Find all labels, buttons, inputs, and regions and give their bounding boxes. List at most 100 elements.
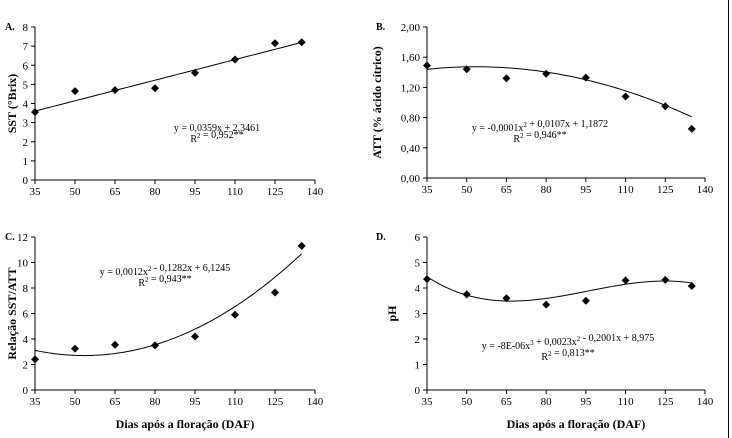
data-point bbox=[621, 276, 630, 285]
x-tick-label: 65 bbox=[501, 184, 513, 196]
x-tick-label: 125 bbox=[267, 186, 284, 198]
x-tick-label: 50 bbox=[70, 396, 82, 408]
panel-label: B. bbox=[376, 22, 386, 33]
figure-right-border bbox=[728, 0, 729, 438]
data-point bbox=[191, 332, 199, 341]
data-point bbox=[271, 288, 279, 297]
regression-equation: y = -8E-06x3 + 0,0023x2 - 0,2001x + 8,97… bbox=[482, 333, 655, 352]
data-point bbox=[502, 74, 511, 83]
x-tick-label: 95 bbox=[190, 186, 202, 198]
y-tick-label: 1 bbox=[23, 156, 29, 168]
y-tick-label: 5 bbox=[23, 79, 29, 91]
x-tick-label: 110 bbox=[227, 396, 244, 408]
y-tick-label: 1,20 bbox=[401, 82, 421, 94]
y-tick-label: 1,60 bbox=[401, 52, 421, 64]
x-tick-label: 140 bbox=[307, 186, 324, 198]
chart-panel-4: 35 50 65 80 95 110 125 140 0 1 2 3 4 5 6 pH D. Dias após … bbox=[376, 232, 714, 431]
x-tick-label: 65 bbox=[110, 396, 122, 408]
y-tick-label: 7 bbox=[23, 41, 29, 53]
data-point bbox=[271, 39, 279, 48]
data-point bbox=[581, 296, 590, 305]
y-tick-label: 10 bbox=[17, 258, 29, 270]
x-tick-label: 140 bbox=[697, 396, 714, 408]
y-tick-label: 0 bbox=[415, 385, 421, 397]
y-tick-label: 0,80 bbox=[401, 113, 421, 125]
x-tick-label: 110 bbox=[227, 186, 244, 198]
data-point bbox=[661, 275, 670, 284]
y-tick-label: 6 bbox=[415, 232, 421, 244]
y-tick-label: 8 bbox=[23, 283, 29, 295]
x-tick-label: 35 bbox=[422, 184, 434, 196]
data-point bbox=[542, 300, 551, 309]
y-axis-title: pH bbox=[385, 305, 399, 322]
y-tick-label: 2,00 bbox=[401, 22, 421, 34]
r-squared: R2 = 0,943** bbox=[138, 274, 191, 289]
chart-panel-3: 35 50 65 80 95 110 125 140 0 2 4 6 8 10 12 Relação SST/… bbox=[5, 232, 324, 431]
data-point bbox=[462, 65, 471, 74]
trend-line bbox=[426, 66, 692, 118]
data-point bbox=[297, 38, 306, 47]
panel-label: C. bbox=[5, 232, 15, 243]
x-tick-label: 35 bbox=[30, 396, 42, 408]
x-tick-label: 80 bbox=[541, 184, 553, 196]
y-tick-label: 0,40 bbox=[401, 143, 421, 155]
chart-panel-1: 35 50 65 80 95 110 125 140 0 1 2 3 4 5 6 7 8 SST (°Brix) A… bbox=[5, 22, 324, 198]
r-squared: R2 = 0,952** bbox=[190, 130, 243, 145]
y-tick-label: 5 bbox=[415, 258, 421, 270]
x-axis-title: Dias após a floração (DAF) bbox=[507, 417, 646, 431]
y-axis-title: ATT (% ácido cítrico) bbox=[370, 46, 384, 159]
y-tick-label: 6 bbox=[23, 60, 29, 72]
data-point bbox=[621, 92, 630, 101]
x-tick-label: 80 bbox=[150, 396, 162, 408]
y-tick-label: 2 bbox=[23, 137, 29, 149]
data-point bbox=[687, 281, 696, 290]
data-point bbox=[191, 68, 199, 77]
trend-line bbox=[34, 41, 302, 112]
y-axis-title: SST (°Brix) bbox=[5, 74, 19, 134]
y-tick-label: 8 bbox=[23, 22, 29, 34]
trend-line bbox=[34, 253, 303, 357]
x-tick-label: 95 bbox=[190, 396, 202, 408]
data-point bbox=[151, 84, 159, 93]
data-point bbox=[31, 108, 39, 117]
data-point bbox=[231, 310, 239, 319]
data-point bbox=[71, 87, 79, 96]
data-point bbox=[661, 102, 670, 111]
data-point bbox=[111, 86, 119, 95]
x-tick-label: 140 bbox=[697, 184, 714, 196]
x-tick-label: 110 bbox=[618, 184, 635, 196]
x-tick-label: 110 bbox=[618, 396, 635, 408]
regression-equation: y = 0,0359x + 2,3461 bbox=[174, 123, 260, 134]
y-tick-label: 4 bbox=[415, 283, 421, 295]
y-tick-label: 2 bbox=[415, 334, 421, 346]
y-tick-label: 0,00 bbox=[401, 173, 421, 185]
data-point bbox=[542, 69, 551, 78]
data-point bbox=[462, 290, 471, 299]
data-point bbox=[151, 341, 159, 350]
y-tick-label: 0 bbox=[23, 385, 29, 397]
x-tick-label: 80 bbox=[150, 186, 162, 198]
x-tick-label: 50 bbox=[461, 184, 473, 196]
x-axis-title: Dias após a floração (DAF) bbox=[116, 417, 255, 431]
y-tick-label: 2 bbox=[23, 360, 29, 372]
chart-panel-2: 35 50 65 80 95 110 125 140 0,00 0,40 0,80 1,20 1,60 2… bbox=[370, 22, 714, 196]
r-squared: R2 = 0,813** bbox=[541, 348, 594, 363]
x-tick-label: 95 bbox=[580, 396, 592, 408]
x-tick-label: 125 bbox=[267, 396, 284, 408]
y-tick-label: 3 bbox=[23, 118, 29, 130]
x-tick-label: 50 bbox=[461, 396, 473, 408]
x-tick-label: 140 bbox=[307, 396, 324, 408]
data-point bbox=[231, 55, 239, 64]
y-tick-label: 1 bbox=[415, 360, 421, 372]
trend-line bbox=[426, 276, 692, 302]
regression-equation: y = 0,0012x2 - 0,1282x + 6,1245 bbox=[100, 263, 231, 278]
data-point bbox=[31, 355, 39, 364]
data-point bbox=[687, 124, 696, 133]
x-tick-label: 80 bbox=[541, 396, 553, 408]
data-point bbox=[423, 275, 431, 284]
x-tick-label: 35 bbox=[30, 186, 42, 198]
data-point bbox=[581, 73, 590, 82]
regression-equation: y = -0,0001x2 + 0,0107x + 1,1872 bbox=[472, 119, 608, 134]
y-tick-label: 4 bbox=[23, 334, 29, 346]
